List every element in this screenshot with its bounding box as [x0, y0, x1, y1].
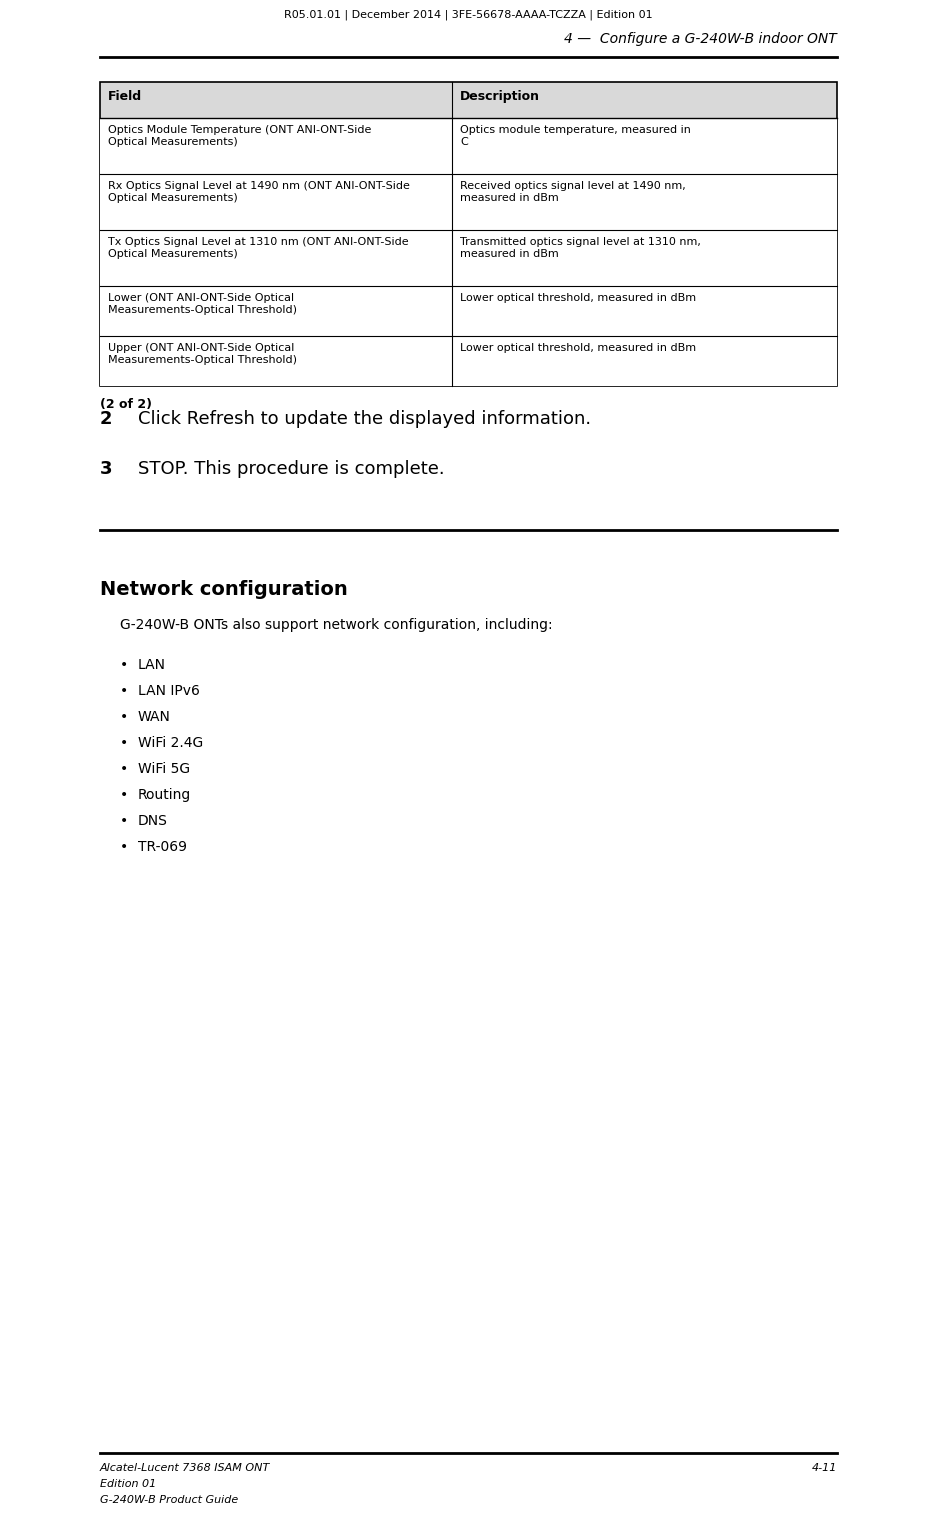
Text: Lower optical threshold, measured in dBm: Lower optical threshold, measured in dBm	[460, 293, 695, 303]
Text: (2 of 2): (2 of 2)	[100, 399, 152, 411]
Text: Field: Field	[108, 89, 142, 103]
Text: 4 —  Configure a G-240W-B indoor ONT: 4 — Configure a G-240W-B indoor ONT	[563, 32, 836, 45]
Text: •: •	[120, 684, 128, 697]
Text: Network configuration: Network configuration	[100, 581, 347, 599]
Text: Optics module temperature, measured in
C: Optics module temperature, measured in C	[460, 124, 691, 147]
Text: TR-069: TR-069	[138, 840, 187, 854]
Bar	[100, 82, 836, 118]
Text: Received optics signal level at 1490 nm,
measured in dBm: Received optics signal level at 1490 nm,…	[460, 180, 685, 203]
Text: 2: 2	[100, 409, 112, 428]
Text: WAN: WAN	[138, 709, 170, 725]
Text: Optics Module Temperature (ONT ANI-ONT-Side
Optical Measurements): Optics Module Temperature (ONT ANI-ONT-S…	[108, 124, 371, 147]
Text: •: •	[120, 658, 128, 672]
Text: •: •	[120, 709, 128, 725]
Text: R05.01.01 | December 2014 | 3FE-56678-AAAA-TCZZA | Edition 01: R05.01.01 | December 2014 | 3FE-56678-AA…	[284, 11, 652, 21]
Text: STOP. This procedure is complete.: STOP. This procedure is complete.	[138, 459, 445, 478]
Bar	[100, 230, 836, 287]
Text: 4-11: 4-11	[811, 1463, 836, 1474]
Text: G-240W-B ONTs also support network configuration, including:: G-240W-B ONTs also support network confi…	[120, 619, 552, 632]
Text: Edition 01: Edition 01	[100, 1480, 156, 1489]
Text: Upper (ONT ANI-ONT-Side Optical
Measurements-Optical Threshold): Upper (ONT ANI-ONT-Side Optical Measurem…	[108, 343, 297, 365]
Text: •: •	[120, 763, 128, 776]
Text: Routing: Routing	[138, 788, 191, 802]
Text: •: •	[120, 814, 128, 828]
Text: Description: Description	[460, 89, 540, 103]
Text: Transmitted optics signal level at 1310 nm,
measured in dBm: Transmitted optics signal level at 1310 …	[460, 236, 700, 259]
Text: Lower optical threshold, measured in dBm: Lower optical threshold, measured in dBm	[460, 343, 695, 353]
Bar	[100, 174, 836, 230]
Text: •: •	[120, 840, 128, 854]
Text: WiFi 2.4G: WiFi 2.4G	[138, 735, 203, 750]
Text: LAN IPv6: LAN IPv6	[138, 684, 199, 697]
Text: DNS: DNS	[138, 814, 168, 828]
Text: 3: 3	[100, 459, 112, 478]
Bar	[100, 287, 836, 337]
Bar	[100, 337, 836, 387]
Text: LAN: LAN	[138, 658, 166, 672]
Text: G-240W-B Product Guide: G-240W-B Product Guide	[100, 1495, 238, 1505]
Text: Lower (ONT ANI-ONT-Side Optical
Measurements-Optical Threshold): Lower (ONT ANI-ONT-Side Optical Measurem…	[108, 293, 297, 315]
Text: Rx Optics Signal Level at 1490 nm (ONT ANI-ONT-Side
Optical Measurements): Rx Optics Signal Level at 1490 nm (ONT A…	[108, 180, 409, 203]
Text: Alcatel-Lucent 7368 ISAM ONT: Alcatel-Lucent 7368 ISAM ONT	[100, 1463, 270, 1474]
Text: Tx Optics Signal Level at 1310 nm (ONT ANI-ONT-Side
Optical Measurements): Tx Optics Signal Level at 1310 nm (ONT A…	[108, 236, 408, 259]
Text: •: •	[120, 788, 128, 802]
Text: WiFi 5G: WiFi 5G	[138, 763, 190, 776]
Bar	[100, 118, 836, 174]
Text: •: •	[120, 735, 128, 750]
Bar	[100, 82, 836, 387]
Text: Click Refresh to update the displayed information.: Click Refresh to update the displayed in…	[138, 409, 591, 428]
